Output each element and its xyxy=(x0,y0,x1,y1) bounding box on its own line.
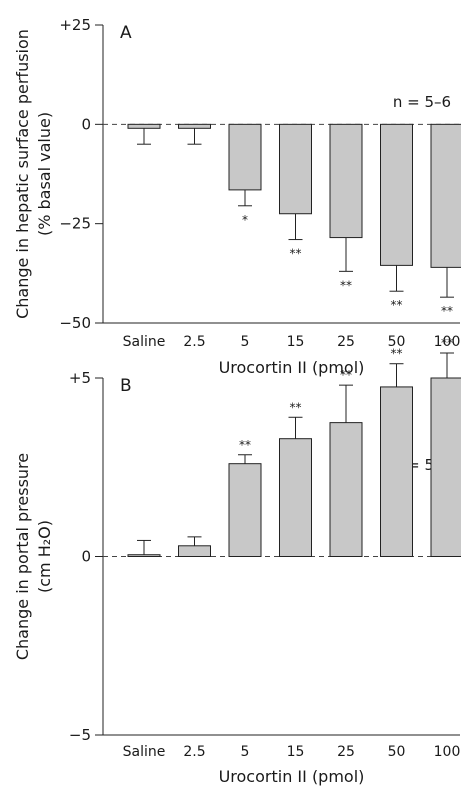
y-tick-label: +25 xyxy=(59,16,91,34)
category-label: 50 xyxy=(388,334,406,350)
bar xyxy=(228,463,262,557)
category-label: 100 xyxy=(434,744,461,760)
category-label: 15 xyxy=(287,334,305,350)
bar xyxy=(430,377,461,557)
bar xyxy=(127,123,161,129)
category-label: Saline xyxy=(123,744,166,760)
significance-label: ** xyxy=(391,347,403,361)
significance-label: ** xyxy=(290,400,302,414)
category-label: Saline xyxy=(123,334,166,350)
n-label: n = 5–6 xyxy=(393,93,451,111)
bar xyxy=(380,123,413,266)
bar xyxy=(329,123,363,239)
bar xyxy=(127,554,161,558)
significance-label: ** xyxy=(239,438,251,452)
x-axis-label: Urocortin II (pmol) xyxy=(219,767,365,786)
bar xyxy=(178,545,211,557)
y-axis-label-unit: (% basal value) xyxy=(35,112,54,236)
category-label: 15 xyxy=(287,744,305,760)
significance-label: ** xyxy=(441,336,453,350)
bar xyxy=(380,386,413,557)
category-label: 2.5 xyxy=(183,744,205,760)
bar xyxy=(228,123,262,191)
significance-label: ** xyxy=(441,304,453,318)
category-label: 25 xyxy=(337,334,355,350)
y-tick-label: −25 xyxy=(59,215,91,233)
category-label: 2.5 xyxy=(183,334,205,350)
bar xyxy=(329,422,363,557)
y-tick-label: 0 xyxy=(81,548,91,566)
y-tick-label: −50 xyxy=(59,314,91,332)
bar xyxy=(430,123,461,268)
significance-label: ** xyxy=(340,278,352,292)
bar xyxy=(178,123,211,129)
significance-label: ** xyxy=(391,298,403,312)
bar xyxy=(279,123,312,215)
category-label: 100 xyxy=(434,334,461,350)
panel-label: B xyxy=(120,376,132,396)
category-label: 25 xyxy=(337,744,355,760)
y-axis-label: Change in hepatic surface perfusion xyxy=(13,29,32,319)
x-axis-label: Urocortin II (pmol) xyxy=(219,358,365,377)
y-tick-label: −5 xyxy=(69,726,91,744)
y-tick-label: +5 xyxy=(69,369,91,387)
category-label: 50 xyxy=(388,744,406,760)
bar xyxy=(279,438,312,557)
category-label: 5 xyxy=(241,334,250,350)
panel-label: A xyxy=(120,23,132,43)
y-tick-label: 0 xyxy=(81,115,91,133)
y-axis-label: Change in portal pressure xyxy=(13,453,32,660)
y-axis-label-unit: (cm H₂O) xyxy=(35,520,54,593)
category-label: 5 xyxy=(241,744,250,760)
significance-label: ** xyxy=(290,247,302,261)
significance-label: * xyxy=(242,213,248,227)
significance-label: ** xyxy=(340,368,352,382)
